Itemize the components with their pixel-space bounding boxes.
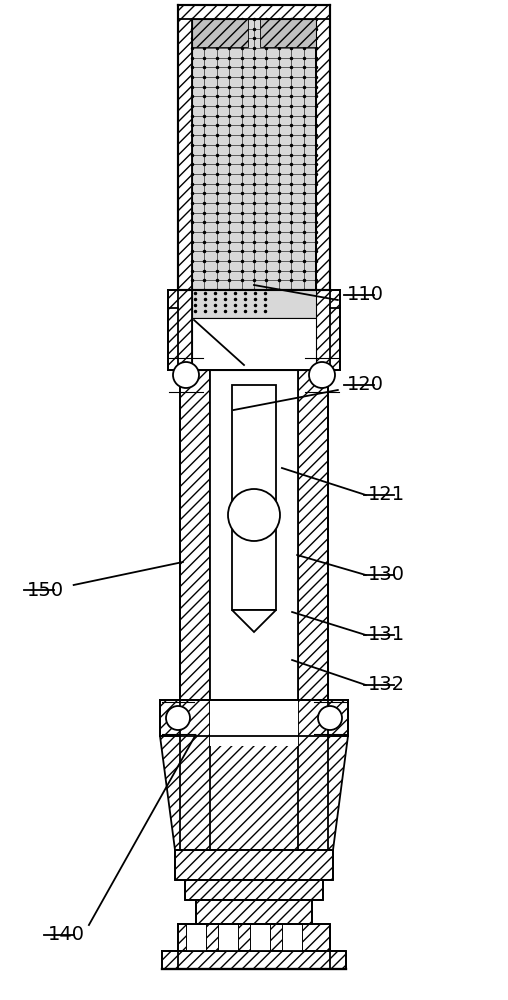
Circle shape bbox=[318, 706, 342, 730]
Bar bbox=[192, 19, 316, 290]
Polygon shape bbox=[298, 370, 328, 700]
Polygon shape bbox=[178, 924, 330, 969]
Text: 120: 120 bbox=[347, 375, 384, 394]
Polygon shape bbox=[316, 290, 330, 370]
Text: 140: 140 bbox=[48, 926, 84, 944]
Polygon shape bbox=[178, 5, 330, 19]
Bar bbox=[218, 924, 238, 951]
Polygon shape bbox=[304, 290, 340, 370]
Bar bbox=[186, 924, 206, 951]
Bar bbox=[232, 385, 276, 610]
Polygon shape bbox=[185, 880, 323, 900]
Bar bbox=[282, 924, 302, 951]
Polygon shape bbox=[196, 900, 312, 924]
Circle shape bbox=[228, 489, 280, 541]
Polygon shape bbox=[178, 290, 192, 370]
Text: 130: 130 bbox=[368, 566, 404, 584]
Polygon shape bbox=[160, 700, 348, 736]
Text: 131: 131 bbox=[367, 626, 405, 645]
Text: 121: 121 bbox=[367, 486, 405, 504]
Polygon shape bbox=[180, 370, 210, 700]
Bar bbox=[210, 370, 298, 700]
Polygon shape bbox=[260, 19, 316, 47]
Text: 110: 110 bbox=[347, 286, 384, 304]
Polygon shape bbox=[232, 610, 276, 632]
Circle shape bbox=[166, 706, 190, 730]
Polygon shape bbox=[162, 951, 346, 969]
Text: 132: 132 bbox=[367, 676, 405, 694]
Polygon shape bbox=[168, 290, 204, 370]
Polygon shape bbox=[192, 19, 248, 47]
Bar bbox=[192, 318, 316, 370]
Bar bbox=[250, 924, 270, 951]
Circle shape bbox=[309, 362, 335, 388]
Polygon shape bbox=[178, 5, 192, 290]
Bar bbox=[192, 290, 316, 318]
Polygon shape bbox=[180, 700, 210, 850]
Polygon shape bbox=[298, 700, 328, 850]
Polygon shape bbox=[175, 850, 333, 880]
Polygon shape bbox=[160, 736, 348, 850]
Polygon shape bbox=[316, 5, 330, 290]
Bar bbox=[210, 700, 298, 746]
Circle shape bbox=[173, 362, 199, 388]
Text: 150: 150 bbox=[27, 580, 65, 599]
